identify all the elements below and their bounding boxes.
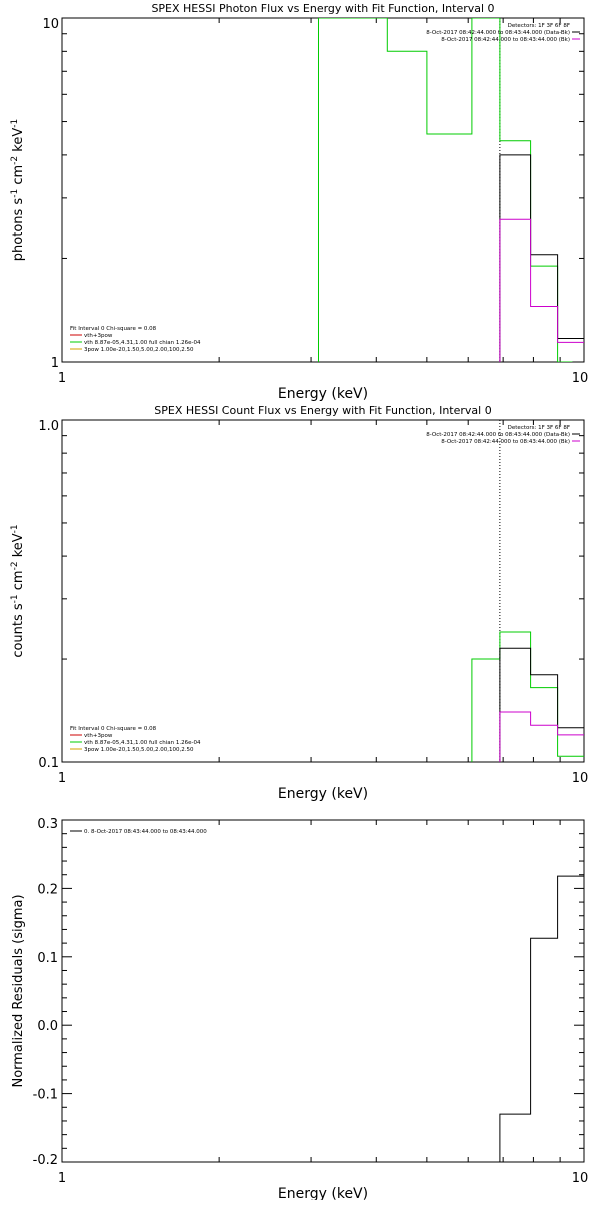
x-axis-ticks [61, 420, 585, 762]
plot-frame [61, 17, 585, 363]
chart-panel-1: SPEX HESSI Photon Flux vs Energy with Fi… [10, 2, 588, 402]
y-axis-label-exponent: -2 [10, 561, 20, 570]
y-tick-label: 0.0 [37, 1019, 58, 1034]
x-tick-label: 1 [58, 771, 66, 786]
chart-title: SPEX HESSI Photon Flux vs Energy with Fi… [151, 2, 494, 15]
legend-left-entry: 3pow 1.00e-20,1.50,5.00,2.00,100,2.50 [84, 347, 194, 353]
y-axis-label-exponent: -1 [10, 189, 20, 198]
series-line-1 [499, 875, 584, 1162]
y-axis-label-exponent: -1 [10, 594, 20, 603]
y-tick-label: -0.1 [33, 1088, 58, 1103]
x-axis-ticks [61, 18, 585, 362]
x-axis-label: Energy (keV) [278, 1186, 368, 1200]
legend-right-entry: 8-Oct-2017 08:42:44.000 to 08:43:44.000 … [441, 439, 570, 445]
y-axis-label-part: cm [11, 570, 26, 594]
x-axis-ticks [61, 820, 585, 1162]
legend-right-entry: 8-Oct-2017 08:42:44.000 to 08:43:44.000 … [441, 37, 570, 43]
legend-left-entry: vth+3pow [84, 733, 113, 739]
y-axis-label-part: keV [11, 128, 26, 156]
legend-right-entry: Detectors: 1F 3F 6F 8F [508, 425, 570, 431]
legend-left-entry: Fit Interval 0 Chi-square = 0.08 [70, 726, 157, 732]
y-tick-label: 10 [42, 17, 59, 32]
legend-right-entry: 8-Oct-2017 08:42:44.000 to 08:43:44.000 … [426, 432, 570, 438]
legend-right-entry: Detectors: 1F 3F 6F 8F [508, 23, 570, 29]
y-axis-label: counts s-1 cm-2 keV-1 [10, 524, 26, 657]
x-tick-label: 10 [572, 1171, 589, 1186]
y-axis-label-part: keV [11, 533, 26, 561]
y-tick-label: 0.2 [37, 882, 58, 897]
chart-panel-2: SPEX HESSI Count Flux vs Energy with Fit… [10, 404, 588, 802]
x-tick-label: 1 [58, 371, 66, 386]
y-axis-ticks [62, 17, 584, 363]
series-line-2 [499, 154, 584, 362]
legend-left-entry: vth 8.87e-05,4.31,1.00 full chian 1.26e-… [84, 340, 201, 346]
y-axis-label-part: cm [11, 165, 26, 189]
y-axis-ticks [62, 419, 584, 763]
legend-left-entry: 0. 8-Oct-2017 08:43:44.000 to 08:43:44.0… [84, 829, 207, 835]
legend-left: Fit Interval 0 Chi-square = 0.08vth+3pow… [70, 726, 201, 753]
legend-right: Detectors: 1F 3F 6F 8F8-Oct-2017 08:42:4… [426, 23, 580, 43]
plot-frame [61, 419, 585, 763]
y-tick-label: 0.1 [37, 951, 58, 966]
legend-left: Fit Interval 0 Chi-square = 0.08vth+3pow… [70, 326, 201, 353]
y-axis-label: Normalized Residuals (sigma) [11, 894, 26, 1087]
y-axis-label: photons s-1 cm-2 keV-1 [10, 119, 26, 261]
series-line-3 [499, 218, 584, 362]
x-axis-label: Energy (keV) [278, 786, 368, 802]
y-tick-label: -0.2 [33, 1153, 58, 1168]
y-axis-label-part: counts s [11, 603, 26, 658]
legend-left: 0. 8-Oct-2017 08:43:44.000 to 08:43:44.0… [70, 829, 207, 835]
legend-left-entry: Fit Interval 0 Chi-square = 0.08 [70, 326, 157, 332]
x-tick-label: 10 [572, 771, 589, 786]
legend-right: Detectors: 1F 3F 6F 8F8-Oct-2017 08:42:4… [426, 425, 580, 445]
y-axis-label-part: photons s [11, 198, 26, 262]
y-tick-label: 1.0 [38, 419, 59, 434]
y-tick-label: 0.1 [38, 756, 59, 771]
y-tick-label: 0.3 [37, 817, 58, 832]
series-line-2 [499, 647, 584, 762]
chart-title: SPEX HESSI Count Flux vs Energy with Fit… [154, 404, 491, 417]
legend-left-entry: vth+3pow [84, 333, 113, 339]
chart-panel-3: 1 10 Energy (keV) -0.2 -0.1 0.0 0.1 0.2 0.3 Norma… [11, 817, 589, 1202]
plot-frame [61, 819, 585, 1163]
x-tick-label: 10 [572, 371, 589, 386]
y-axis-label-exponent: -1 [10, 524, 20, 533]
series-line-1 [471, 631, 584, 762]
legend-left-entry: vth 8.87e-05,4.31,1.00 full chian 1.26e-… [84, 740, 201, 746]
series-line-1 [318, 18, 573, 362]
y-tick-label: 1 [51, 356, 59, 371]
y-axis-label-exponent: -1 [10, 119, 20, 128]
series-line-3 [499, 711, 584, 762]
y-axis-ticks [62, 819, 584, 1163]
legend-right-entry: 8-Oct-2017 08:42:44.000 to 08:43:44.000 … [426, 30, 570, 36]
legend-left-entry: 3pow 1.00e-20,1.50,5.00,2.00,100,2.50 [84, 747, 194, 753]
x-tick-label: 1 [58, 1171, 66, 1186]
x-axis-label: Energy (keV) [278, 386, 368, 402]
y-axis-label-exponent: -2 [10, 156, 20, 165]
